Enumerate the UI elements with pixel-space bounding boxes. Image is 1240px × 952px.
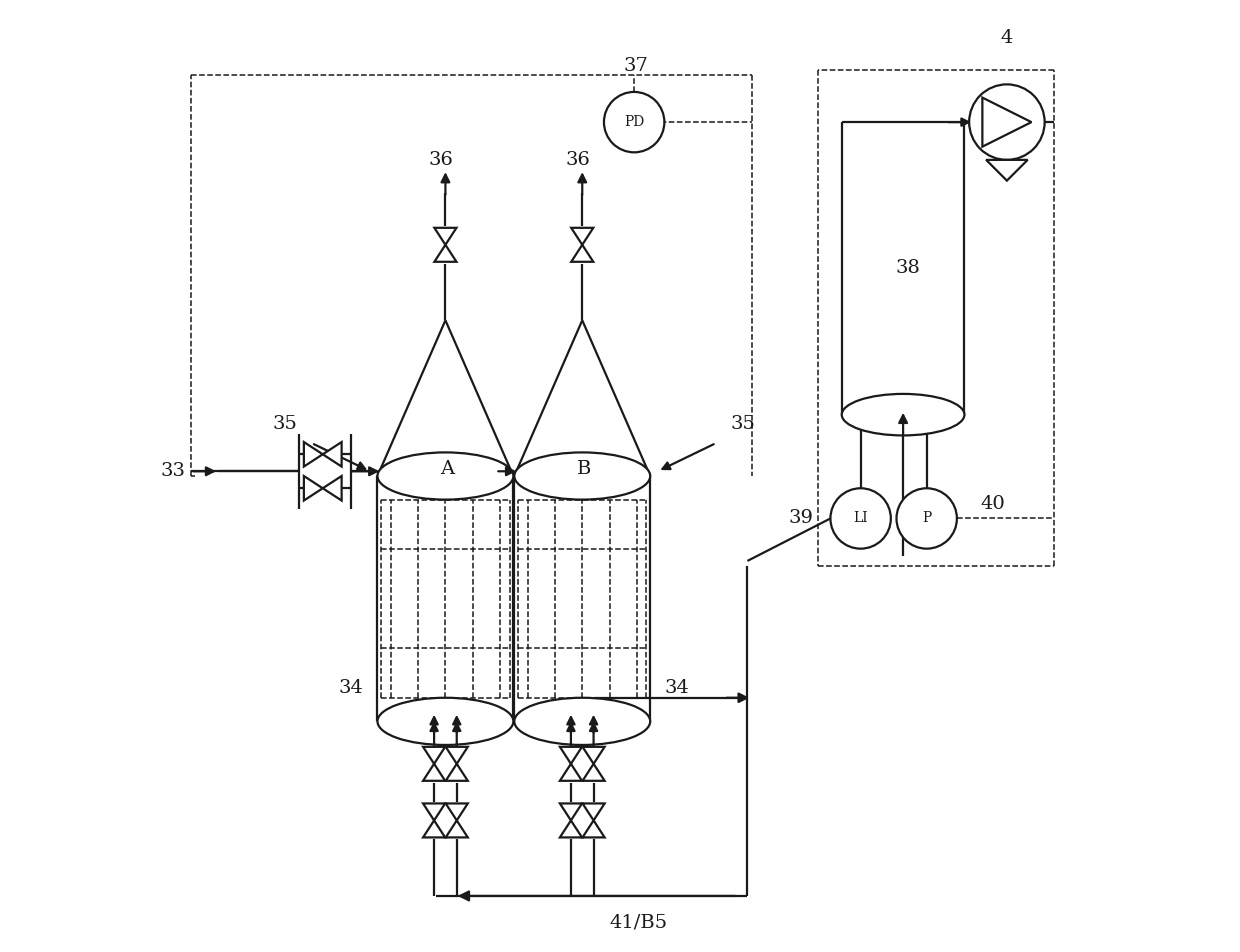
Polygon shape <box>982 98 1032 147</box>
Text: B: B <box>577 460 591 478</box>
Polygon shape <box>304 442 322 466</box>
Text: LI: LI <box>853 511 868 526</box>
Polygon shape <box>560 821 582 838</box>
Circle shape <box>831 488 890 548</box>
Text: A: A <box>440 460 454 478</box>
Text: 36: 36 <box>428 151 453 169</box>
Polygon shape <box>434 245 456 262</box>
Text: 34: 34 <box>339 680 363 697</box>
Text: 37: 37 <box>624 57 649 75</box>
Polygon shape <box>423 746 445 764</box>
Polygon shape <box>445 803 467 821</box>
Circle shape <box>604 92 665 152</box>
Ellipse shape <box>515 698 650 745</box>
Text: 40: 40 <box>981 495 1006 513</box>
Polygon shape <box>572 245 593 262</box>
Text: 33: 33 <box>161 463 186 480</box>
Ellipse shape <box>515 452 650 500</box>
Polygon shape <box>423 764 445 781</box>
Polygon shape <box>583 821 605 838</box>
Polygon shape <box>304 476 322 501</box>
Polygon shape <box>322 442 341 466</box>
Text: 41/B5: 41/B5 <box>610 913 668 931</box>
Polygon shape <box>572 228 593 245</box>
Polygon shape <box>445 764 467 781</box>
Text: 34: 34 <box>665 680 689 697</box>
Polygon shape <box>583 764 605 781</box>
Ellipse shape <box>377 452 513 500</box>
Polygon shape <box>423 803 445 821</box>
Text: 4: 4 <box>1001 29 1013 47</box>
Polygon shape <box>445 746 467 764</box>
Polygon shape <box>583 803 605 821</box>
Polygon shape <box>560 764 582 781</box>
Text: 36: 36 <box>565 151 590 169</box>
Polygon shape <box>445 821 467 838</box>
Polygon shape <box>423 821 445 838</box>
Text: PD: PD <box>624 115 645 129</box>
Polygon shape <box>986 160 1028 181</box>
Ellipse shape <box>377 698 513 745</box>
Text: 38: 38 <box>895 259 920 277</box>
Polygon shape <box>322 476 341 501</box>
Ellipse shape <box>842 394 965 435</box>
Polygon shape <box>583 746 605 764</box>
Text: 35: 35 <box>730 415 755 433</box>
Text: 39: 39 <box>789 509 813 527</box>
Polygon shape <box>560 803 582 821</box>
Circle shape <box>970 85 1044 160</box>
Polygon shape <box>434 228 456 245</box>
Text: 35: 35 <box>273 415 298 433</box>
Circle shape <box>897 488 957 548</box>
Text: P: P <box>923 511 931 526</box>
Polygon shape <box>560 746 582 764</box>
